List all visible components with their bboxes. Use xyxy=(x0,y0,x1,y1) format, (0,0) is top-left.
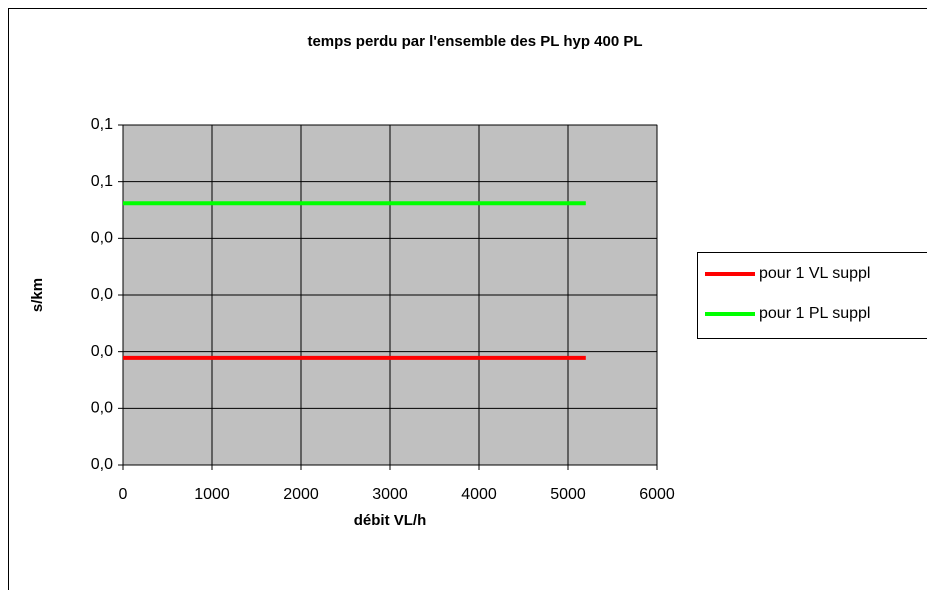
legend-label: pour 1 PL suppl xyxy=(759,305,870,322)
legend-label: pour 1 VL suppl xyxy=(759,265,870,282)
x-tick-label: 6000 xyxy=(639,486,675,503)
y-tick-label: 0,0 xyxy=(91,400,113,417)
x-tick-label: 1000 xyxy=(194,486,230,503)
chart-title: temps perdu par l'ensemble des PL hyp 40… xyxy=(307,33,642,50)
y-tick-label: 0,1 xyxy=(91,116,113,133)
legend-box xyxy=(697,252,927,339)
y-tick-label: 0,0 xyxy=(91,230,113,247)
x-tick-label: 4000 xyxy=(461,486,497,503)
y-axis-label: s/km xyxy=(29,278,46,312)
y-tick-label: 0,0 xyxy=(91,343,113,360)
y-tick-label: 0,1 xyxy=(91,173,113,190)
x-tick-label: 3000 xyxy=(372,486,408,503)
x-tick-label: 2000 xyxy=(283,486,319,503)
x-tick-label: 0 xyxy=(119,486,128,503)
y-tick-label: 0,0 xyxy=(91,286,113,303)
x-axis-label: débit VL/h xyxy=(354,512,427,529)
y-tick-label: 0,0 xyxy=(91,456,113,473)
x-tick-label: 5000 xyxy=(550,486,586,503)
